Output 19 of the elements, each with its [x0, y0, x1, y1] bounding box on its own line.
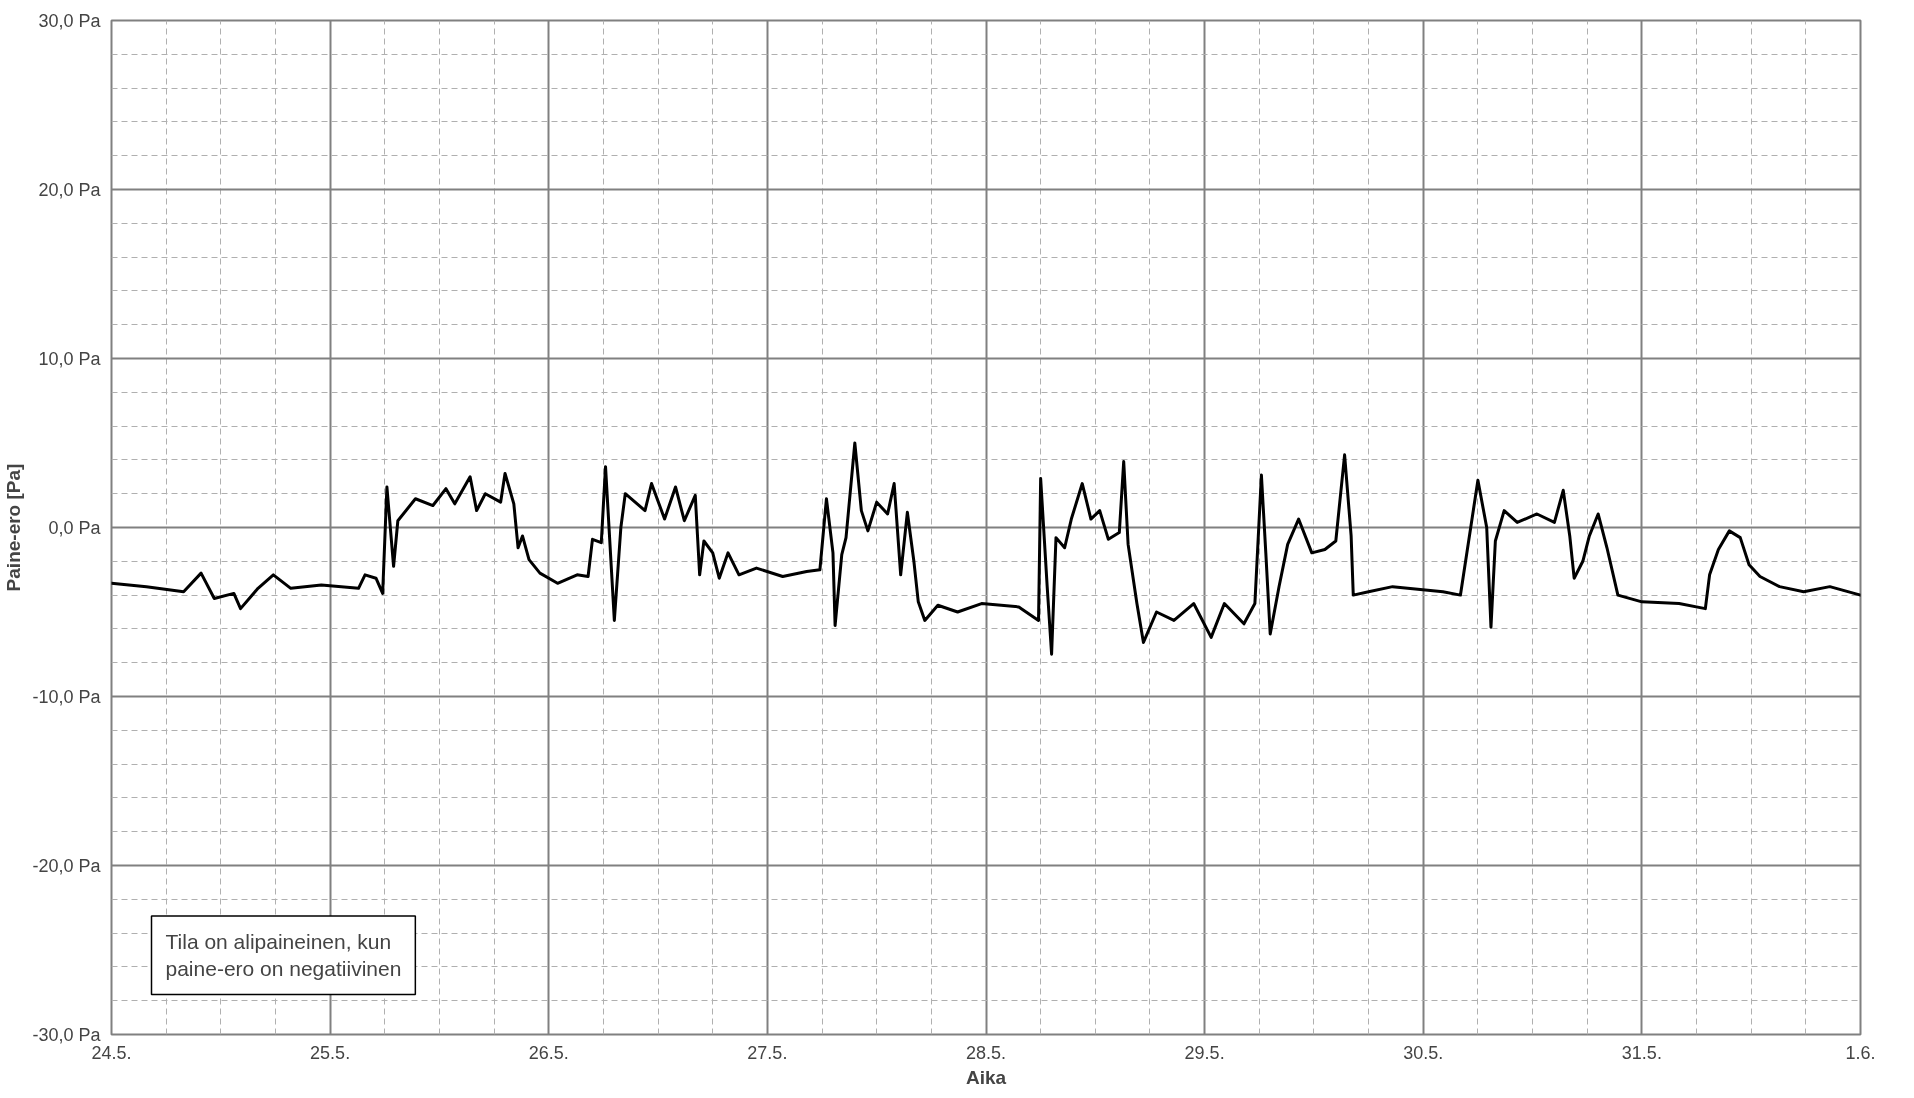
x-tick-label: 30.5.: [1403, 1042, 1444, 1063]
y-tick-label: -30,0 Pa: [32, 1024, 102, 1045]
x-tick-label: 31.5.: [1621, 1042, 1662, 1063]
y-tick-label: 30,0 Pa: [38, 10, 102, 31]
x-tick-label: 24.5.: [91, 1042, 132, 1063]
y-tick-label: -20,0 Pa: [32, 855, 102, 876]
y-tick-label: 10,0 Pa: [38, 348, 102, 369]
y-tick-label: -10,0 Pa: [32, 686, 102, 707]
x-tick-label: 1.6.: [1845, 1042, 1876, 1063]
y-tick-label: 0,0 Pa: [48, 517, 102, 538]
x-axis-title: Aika: [965, 1066, 1007, 1088]
y-tick-label: 20,0 Pa: [38, 179, 102, 200]
x-tick-label: 27.5.: [747, 1042, 788, 1063]
y-axis-title: Paine-ero [Pa]: [3, 463, 25, 592]
x-tick-label: 29.5.: [1184, 1042, 1225, 1063]
x-tick-label: 26.5.: [528, 1042, 569, 1063]
x-tick-label: 25.5.: [310, 1042, 351, 1063]
annotation: Tila on alipaineinen, kun paine-ero on negatiivinen: [165, 929, 402, 981]
x-tick-label: 28.5.: [965, 1042, 1007, 1063]
